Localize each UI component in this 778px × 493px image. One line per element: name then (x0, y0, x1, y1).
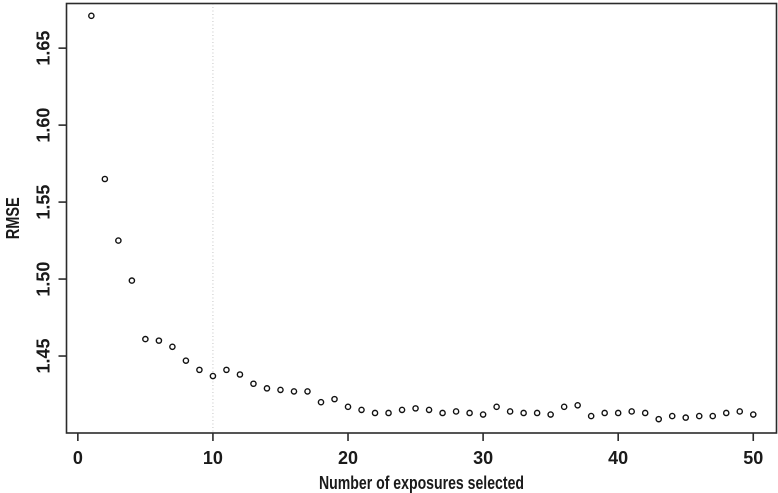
data-point (209, 372, 217, 380)
x-tick-label: 30 (473, 448, 493, 468)
plot-box (65, 2, 778, 434)
data-point (88, 12, 95, 20)
data-point (655, 415, 663, 423)
data-point (641, 409, 649, 417)
data-points-layer (88, 12, 757, 423)
data-point (169, 343, 176, 351)
data-point (493, 403, 500, 411)
x-tick-label: 0 (73, 448, 83, 468)
data-point (277, 386, 284, 394)
x-tick-label: 40 (608, 448, 628, 468)
data-point (425, 406, 433, 414)
data-point (196, 366, 203, 374)
data-point (101, 175, 109, 183)
data-point (506, 408, 514, 415)
data-point (722, 409, 730, 417)
data-point (547, 411, 554, 418)
data-point (452, 408, 460, 415)
y-tick-label: 1.45 (34, 339, 54, 374)
data-point (317, 398, 325, 406)
x-axis-label: Number of exposures selected (319, 473, 524, 493)
data-point (479, 411, 487, 418)
data-point (601, 409, 608, 417)
data-point (682, 414, 690, 421)
data-point (520, 409, 527, 417)
data-point (182, 357, 190, 364)
x-tick-label: 10 (203, 448, 223, 468)
x-axis: 0 10 20 30 40 50 (73, 433, 763, 468)
data-point (344, 403, 352, 411)
data-point (398, 406, 406, 414)
y-tick-label: 1.50 (34, 262, 54, 297)
data-point (263, 385, 271, 392)
data-point (439, 409, 446, 417)
data-point (736, 408, 744, 415)
data-point (587, 412, 595, 420)
data-point (142, 335, 149, 343)
data-point (358, 406, 365, 414)
data-point (628, 408, 635, 415)
x-tick-label: 50 (743, 448, 763, 468)
data-point (385, 409, 392, 417)
data-point (668, 412, 676, 420)
data-point (749, 411, 757, 418)
data-point (236, 371, 244, 378)
data-point (250, 380, 257, 388)
data-point (331, 395, 338, 403)
data-point (223, 366, 230, 374)
x-tick-label: 20 (338, 448, 358, 468)
y-tick-label: 1.60 (34, 108, 54, 143)
data-point (709, 412, 717, 420)
data-point (533, 409, 541, 417)
y-axis: 1.45 1.50 1.55 1.60 1.65 (34, 31, 67, 374)
data-point (290, 388, 298, 395)
y-axis-label: RMSE (3, 197, 23, 239)
data-point (304, 388, 311, 395)
data-point (412, 405, 419, 412)
data-point (371, 409, 379, 417)
y-tick-label: 1.55 (34, 185, 54, 220)
data-point (695, 412, 703, 420)
data-point (155, 337, 163, 344)
y-tick-label: 1.65 (34, 31, 54, 66)
data-point (115, 237, 122, 244)
data-point (128, 277, 136, 284)
data-point (614, 409, 622, 417)
data-point (574, 401, 581, 409)
data-point (466, 409, 473, 417)
data-point (560, 403, 568, 411)
